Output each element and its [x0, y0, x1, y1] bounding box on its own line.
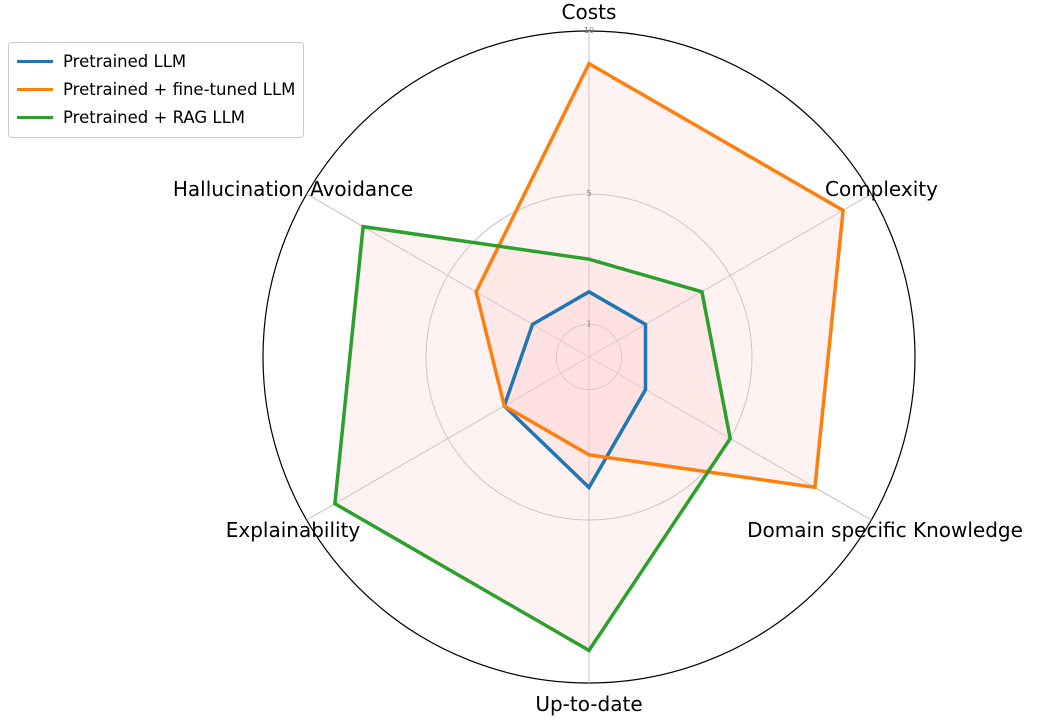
axis-label-complexity: Complexity: [825, 177, 938, 201]
legend-label-pretrained: Pretrained LLM: [63, 51, 187, 71]
series-line-pretrained-fine-tuned-llm: [474, 61, 845, 490]
axis-label-up-to-date: Up-to-date: [535, 692, 642, 716]
spoke-explainability: [306, 356, 590, 521]
radar-axis-labels: 1 5 10 Costs Complexity Domain specific Knowl…: [173, 0, 1023, 716]
series-fill-pretrained-fine-tuned-llm: [476, 63, 844, 488]
series-line-pretrained-rag-llm: [333, 224, 733, 653]
radial-tick-label-10: 10: [584, 26, 594, 35]
spoke-hallucination-avoidance: [306, 193, 590, 358]
radial-tick-label-1: 1: [586, 319, 591, 328]
legend-label-rag: Pretrained + RAG LLM: [63, 107, 246, 127]
spoke-complexity: [588, 193, 872, 358]
legend-item-fine-tuned: Pretrained + fine-tuned LLM: [17, 75, 295, 103]
radar-series: [333, 61, 845, 653]
axis-label-costs: Costs: [562, 0, 617, 24]
legend-item-pretrained: Pretrained LLM: [17, 47, 295, 75]
legend-swatch-pretrained: [17, 59, 53, 63]
legend: Pretrained LLM Pretrained + fine-tuned L…: [8, 42, 305, 138]
series-line-pretrained-llm: [502, 289, 648, 491]
axis-label-hallucination-avoidance: Hallucination Avoidance: [173, 177, 413, 201]
legend-item-rag: Pretrained + RAG LLM: [17, 103, 295, 131]
legend-swatch-fine-tuned: [17, 87, 53, 91]
axis-label-explainability: Explainability: [226, 518, 361, 542]
axis-label-domain-specific-knowledge: Domain specific Knowledge: [747, 518, 1023, 542]
radar-fills: [334, 63, 844, 651]
legend-swatch-rag: [17, 115, 53, 119]
series-fill-pretrained-rag-llm: [334, 226, 731, 651]
radial-tick-label-5: 5: [586, 189, 591, 198]
legend-label-fine-tuned: Pretrained + fine-tuned LLM: [63, 79, 296, 99]
radar-grid: [262, 30, 916, 684]
